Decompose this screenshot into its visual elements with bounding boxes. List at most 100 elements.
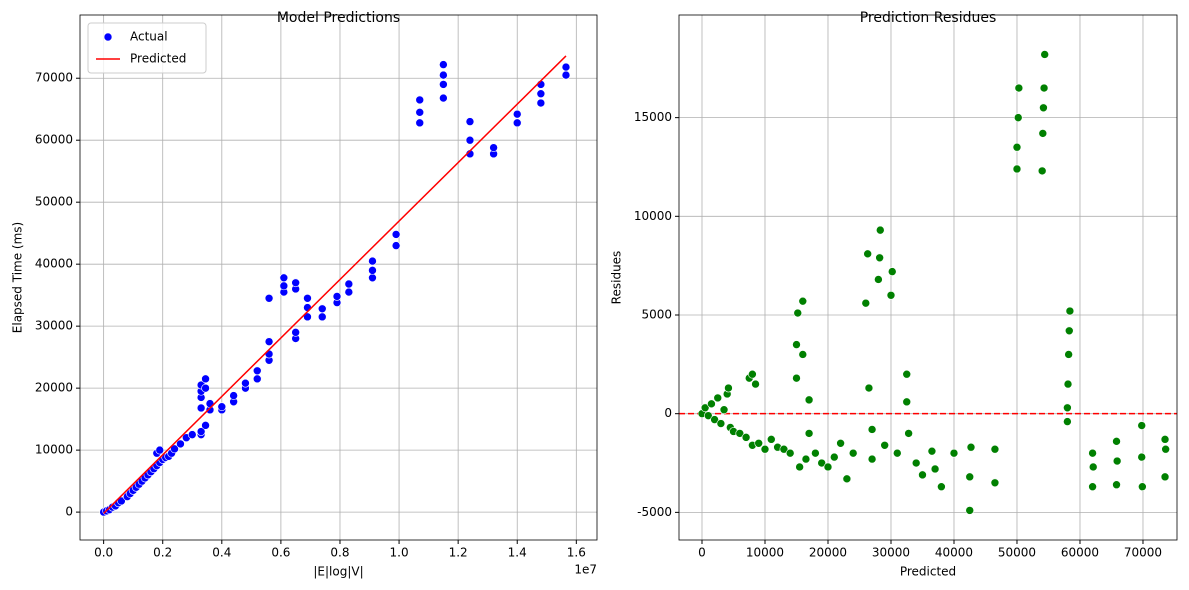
point bbox=[1161, 444, 1170, 454]
point bbox=[937, 482, 946, 492]
point bbox=[703, 411, 713, 420]
point bbox=[512, 109, 522, 119]
y-tick-label: 60000 bbox=[35, 133, 73, 147]
legend-box bbox=[87, 22, 207, 74]
point bbox=[700, 403, 710, 413]
point bbox=[1112, 480, 1121, 490]
point bbox=[439, 80, 448, 89]
point bbox=[317, 312, 327, 322]
y-tick-label: 70000 bbox=[35, 71, 73, 85]
point bbox=[713, 393, 723, 403]
point bbox=[966, 442, 976, 452]
x-tick-label: 50000 bbox=[998, 546, 1036, 560]
point bbox=[861, 298, 871, 308]
point bbox=[719, 405, 729, 415]
point bbox=[904, 429, 913, 438]
point bbox=[368, 266, 377, 275]
chart-title: Model Predictions bbox=[277, 10, 400, 26]
point bbox=[990, 478, 1000, 488]
point bbox=[793, 308, 803, 318]
point bbox=[823, 462, 833, 472]
point bbox=[252, 366, 262, 376]
point bbox=[760, 444, 770, 454]
point bbox=[863, 249, 872, 259]
point bbox=[465, 135, 475, 145]
point bbox=[811, 448, 820, 458]
point bbox=[217, 402, 227, 412]
x-tick-label: 70000 bbox=[1124, 546, 1162, 560]
x-tick-label: 1.2 bbox=[449, 546, 468, 560]
point bbox=[795, 462, 804, 472]
point bbox=[1037, 166, 1047, 176]
point bbox=[880, 440, 889, 450]
point bbox=[201, 421, 210, 430]
point bbox=[735, 429, 745, 438]
point bbox=[536, 98, 546, 108]
point bbox=[391, 241, 401, 250]
point bbox=[196, 427, 206, 436]
point bbox=[1112, 437, 1121, 446]
x-tick-label: 10000 bbox=[746, 546, 784, 560]
point bbox=[415, 95, 425, 105]
point bbox=[1137, 421, 1147, 430]
point bbox=[1065, 306, 1075, 316]
chart-title: Prediction Residues bbox=[860, 10, 997, 26]
point bbox=[439, 93, 448, 103]
x-tick-label: 40000 bbox=[935, 546, 973, 560]
y-tick-label: 10000 bbox=[35, 443, 73, 457]
point bbox=[792, 340, 801, 349]
point bbox=[1063, 403, 1072, 413]
x-tick-label: 1.6 bbox=[567, 546, 586, 560]
point bbox=[344, 279, 354, 289]
y-tick-label: -5000 bbox=[637, 505, 672, 519]
point bbox=[368, 256, 377, 266]
line bbox=[103, 55, 567, 514]
x-tick-label: 0 bbox=[698, 546, 706, 560]
point bbox=[801, 454, 811, 464]
point bbox=[1138, 482, 1147, 492]
point bbox=[465, 117, 475, 126]
point bbox=[317, 304, 327, 314]
point bbox=[1160, 435, 1170, 444]
point bbox=[264, 293, 274, 303]
point bbox=[279, 273, 289, 283]
point bbox=[117, 496, 126, 506]
point bbox=[536, 89, 546, 99]
legend-label: Predicted bbox=[130, 52, 186, 66]
y-tick-label: 40000 bbox=[35, 257, 73, 271]
point bbox=[303, 293, 312, 303]
point bbox=[892, 448, 902, 458]
point bbox=[1063, 417, 1072, 426]
y-tick-label: 30000 bbox=[35, 319, 73, 333]
point bbox=[785, 448, 795, 458]
point bbox=[724, 383, 733, 393]
point bbox=[561, 62, 571, 72]
x-tick-label: 60000 bbox=[1061, 546, 1099, 560]
y-axis-label: Elapsed Time (ms) bbox=[11, 222, 25, 333]
point bbox=[1064, 326, 1074, 336]
point bbox=[344, 287, 354, 297]
point bbox=[252, 374, 262, 384]
point bbox=[798, 296, 808, 306]
point bbox=[279, 281, 289, 291]
point bbox=[1088, 448, 1097, 458]
point bbox=[1088, 482, 1097, 492]
point bbox=[875, 253, 884, 263]
point bbox=[741, 433, 751, 442]
point bbox=[930, 464, 940, 474]
point bbox=[1063, 379, 1073, 389]
point bbox=[201, 383, 210, 393]
point bbox=[291, 328, 300, 337]
point bbox=[512, 118, 522, 128]
x-tick-label: 1.0 bbox=[390, 546, 409, 560]
subplot: 0 10000 20000 30000 40000 50000 60000 70000 -500… bbox=[610, 10, 1178, 579]
point bbox=[918, 470, 927, 480]
x-tick-label: 20000 bbox=[809, 546, 847, 560]
point bbox=[1137, 452, 1147, 462]
y-axis-label: Residues bbox=[610, 251, 624, 305]
point bbox=[229, 391, 238, 400]
point bbox=[415, 108, 425, 117]
point bbox=[1039, 103, 1048, 113]
x-tick-label: 0.2 bbox=[153, 546, 172, 560]
x-tick-label: 30000 bbox=[872, 546, 910, 560]
